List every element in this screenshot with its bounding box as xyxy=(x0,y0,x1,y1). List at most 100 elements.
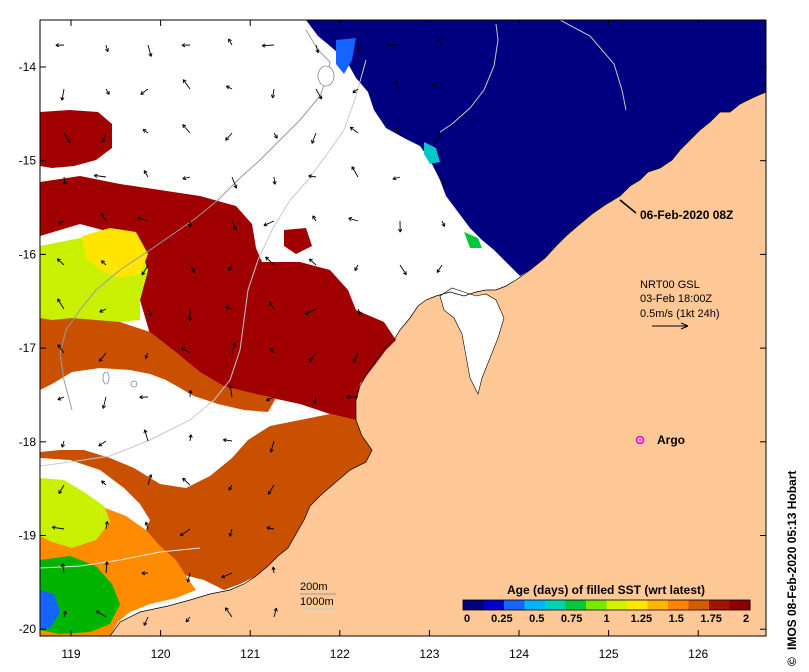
current-arrow xyxy=(147,474,153,486)
current-arrow xyxy=(399,264,407,276)
lat-tick-label: -18 xyxy=(19,435,37,449)
current-arrow xyxy=(63,132,71,143)
colorbar-ticks: 0 0.25 0.5 0.75 1 1.25 1.5 1.75 2 xyxy=(464,613,749,625)
lon-tick-label: 123 xyxy=(419,647,439,661)
current-arrow xyxy=(187,220,193,228)
current-arrow xyxy=(100,260,107,266)
current-arrow xyxy=(315,44,320,54)
contour-offshore xyxy=(439,23,499,133)
sst-blue-patch-south xyxy=(40,590,60,630)
current-box-line3: 0.5m/s (1kt 24h) xyxy=(640,308,719,320)
contour-eez xyxy=(559,20,627,111)
current-arrow xyxy=(104,561,109,574)
current-arrow xyxy=(387,43,401,48)
colorbar-tick-label: 0.5 xyxy=(529,613,544,625)
current-box-line1: NRT00 GSL xyxy=(640,279,700,291)
current-arrow xyxy=(105,88,110,95)
current-arrow xyxy=(225,305,233,310)
coastline-inlet xyxy=(439,287,505,395)
current-arrow xyxy=(352,352,359,363)
current-arrow xyxy=(179,528,191,537)
current-arrow xyxy=(58,484,65,495)
colorbar-swatch xyxy=(545,600,566,610)
current-arrow xyxy=(309,352,317,362)
lon-tick-label: 120 xyxy=(151,647,171,661)
current-arrow xyxy=(140,88,149,95)
current-arrow xyxy=(398,220,403,233)
current-arrow xyxy=(263,220,275,227)
current-arrow xyxy=(273,132,278,139)
sst-old-blob xyxy=(284,228,312,254)
current-arrow xyxy=(60,88,65,101)
current-arrow xyxy=(441,176,446,185)
current-arrow xyxy=(143,616,149,626)
colorbar-swatch xyxy=(688,600,710,610)
current-arrow xyxy=(441,220,446,227)
current-arrow xyxy=(101,132,107,143)
current-arrow xyxy=(147,44,153,57)
coastline xyxy=(109,91,766,636)
current-arrow xyxy=(228,264,233,271)
current-arrow xyxy=(95,610,107,618)
current-arrow xyxy=(304,308,317,315)
lon-tick-label: 124 xyxy=(509,647,529,661)
current-arrow xyxy=(352,88,359,94)
current-arrow xyxy=(231,220,237,231)
current-arrow xyxy=(142,128,149,134)
longitude-axis: 119 120 121 122 123 124 125 126 xyxy=(61,20,709,661)
side-label: IMOS 08-Feb-2020 05:13 Hobart xyxy=(785,471,799,650)
current-arrow xyxy=(57,396,65,401)
current-arrow xyxy=(225,132,233,141)
current-arrow xyxy=(354,264,359,271)
current-arrow xyxy=(315,88,323,100)
colorbar-tick-label: 0.75 xyxy=(561,613,582,625)
current-arrow xyxy=(348,217,359,222)
colorbar-tick-label: 1 xyxy=(603,613,609,625)
lat-tick-label: -14 xyxy=(19,60,37,74)
sst-blue-fringe xyxy=(336,38,356,74)
current-arrow xyxy=(101,480,107,486)
current-scale-box: NRT00 GSL 03-Feb 18:00Z 0.5m/s (1kt 24h) xyxy=(640,279,719,330)
current-arrow xyxy=(187,308,192,322)
current-arrow xyxy=(57,344,65,354)
sst-cyan-fringe xyxy=(424,142,440,164)
island xyxy=(317,65,335,87)
lon-tick-label: 126 xyxy=(688,647,708,661)
lat-tick-label: -20 xyxy=(19,622,37,636)
current-arrow xyxy=(269,347,275,354)
current-arrow xyxy=(312,215,317,222)
current-arrow xyxy=(265,256,275,266)
current-arrow xyxy=(231,176,238,189)
current-arrow xyxy=(62,610,67,618)
land-mass xyxy=(110,92,766,636)
current-arrow xyxy=(56,258,65,266)
current-box-line2: 03-Feb 18:00Z xyxy=(640,293,712,305)
current-arrow xyxy=(271,566,276,574)
lon-tick-label: 121 xyxy=(240,647,260,661)
sst-old-region-north xyxy=(40,110,112,168)
colorbar-swatch xyxy=(524,600,546,610)
current-arrow xyxy=(228,385,233,398)
date-pointer-line xyxy=(619,199,637,214)
current-arrow xyxy=(182,477,191,486)
colorbar-swatch xyxy=(647,600,669,610)
copyright-symbol: © xyxy=(785,657,799,666)
current-arrow xyxy=(267,484,275,495)
lon-tick-label: 119 xyxy=(61,647,80,661)
colorbar-tick-label: 1.75 xyxy=(700,613,721,625)
colorbar-tick-label: 1.5 xyxy=(669,613,684,625)
current-arrow xyxy=(141,571,149,576)
argo-marker xyxy=(635,435,645,445)
sst-green-fringe xyxy=(464,232,482,248)
current-arrow xyxy=(182,79,191,90)
current-arrow xyxy=(437,37,443,46)
current-arrow xyxy=(60,440,65,448)
island xyxy=(130,380,138,388)
current-arrow xyxy=(308,174,317,179)
current-arrow xyxy=(345,395,359,400)
current-arrow xyxy=(225,85,233,90)
current-arrow xyxy=(62,176,67,185)
current-arrow xyxy=(141,264,149,276)
sst-fresh-region xyxy=(306,20,766,276)
